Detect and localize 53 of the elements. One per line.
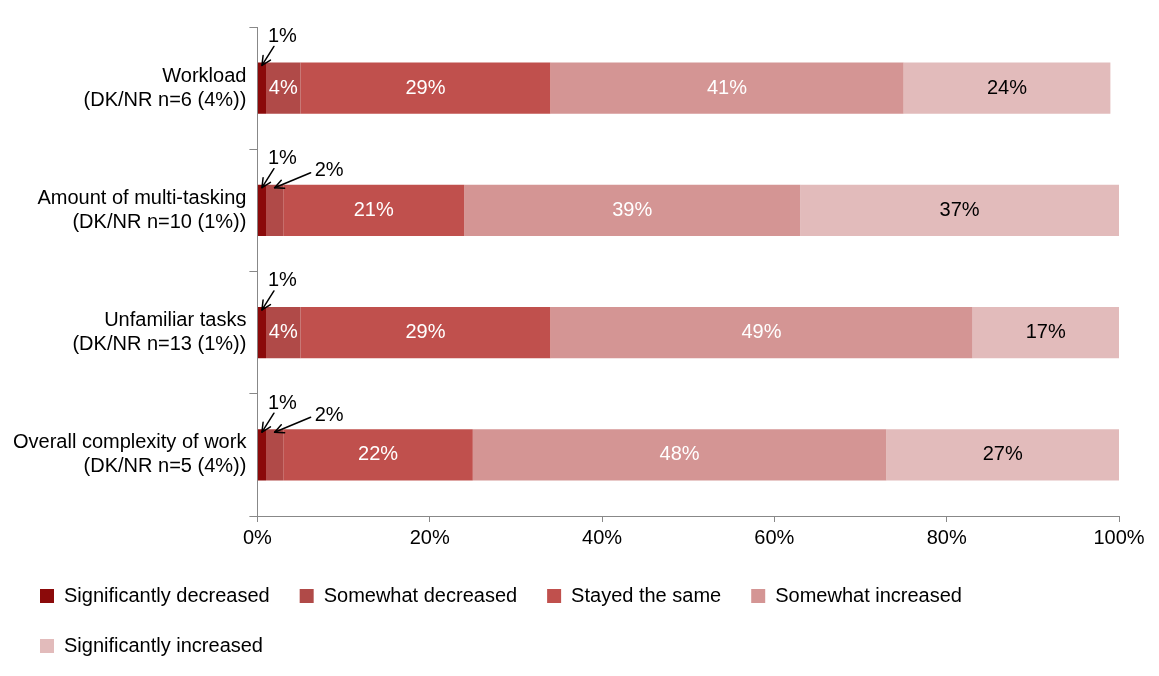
data-label: 49% [741, 320, 782, 343]
data-label: 21% [353, 197, 394, 220]
data-label: 37% [939, 197, 980, 220]
bar [300, 62, 551, 114]
bar [800, 184, 1119, 237]
data-label: 2% [314, 158, 344, 181]
bar [550, 306, 973, 359]
x-tick-label: 100% [1093, 525, 1145, 548]
data-label: 4% [268, 320, 298, 343]
bar [300, 306, 551, 359]
data-label: 22% [358, 442, 399, 465]
data-label: 29% [405, 320, 446, 343]
data-label: 2% [314, 402, 344, 425]
y-tick-label: Overall complexity of work (DK/NR n=5 (4%)) [12, 430, 248, 477]
x-tick-label: 20% [409, 525, 450, 548]
data-label: 41% [706, 75, 748, 98]
data-label: 48% [659, 442, 700, 465]
data-label: 39% [612, 197, 653, 220]
x-tick-label: 80% [926, 525, 967, 548]
bar [886, 429, 1119, 481]
bar [266, 429, 284, 481]
bar [972, 306, 1119, 359]
bar [550, 62, 904, 114]
data-label: 17% [1025, 320, 1066, 343]
bar [903, 62, 1111, 114]
legend-label: Stayed the same [571, 583, 722, 606]
bar [257, 184, 267, 237]
data-label: 24% [986, 75, 1028, 98]
bar [464, 184, 801, 237]
data-label: 1% [267, 23, 298, 46]
bar [257, 62, 267, 114]
bar [283, 429, 473, 481]
data-label: 4% [268, 75, 298, 98]
y-tick-label: Amount of multi-tasking (DK/NR n=10 (1%)) [37, 185, 247, 232]
data-label: 29% [405, 75, 446, 98]
legend-label: Somewhat increased [775, 583, 962, 606]
y-tick-label: Unfamiliar tasks (DK/NR n=13 (1%)) [72, 308, 247, 355]
x-tick-label: 0% [242, 525, 273, 548]
data-label: 1% [267, 146, 298, 169]
legend-label: Somewhat decreased [323, 583, 518, 606]
legend-label: Significantly decreased [64, 583, 270, 606]
bar [472, 429, 887, 481]
x-tick-label: 40% [582, 525, 623, 548]
bar [283, 184, 465, 237]
bar [257, 429, 267, 481]
bar [257, 306, 267, 359]
data-label: 27% [982, 442, 1023, 465]
data-label: 1% [267, 390, 298, 413]
data-label: 1% [267, 268, 298, 291]
y-tick-label: Workload (DK/NR n=6 (4%)) [83, 63, 247, 110]
legend-label: Significantly increased [64, 633, 263, 656]
bar [266, 184, 284, 237]
x-tick-label: 60% [754, 525, 795, 548]
